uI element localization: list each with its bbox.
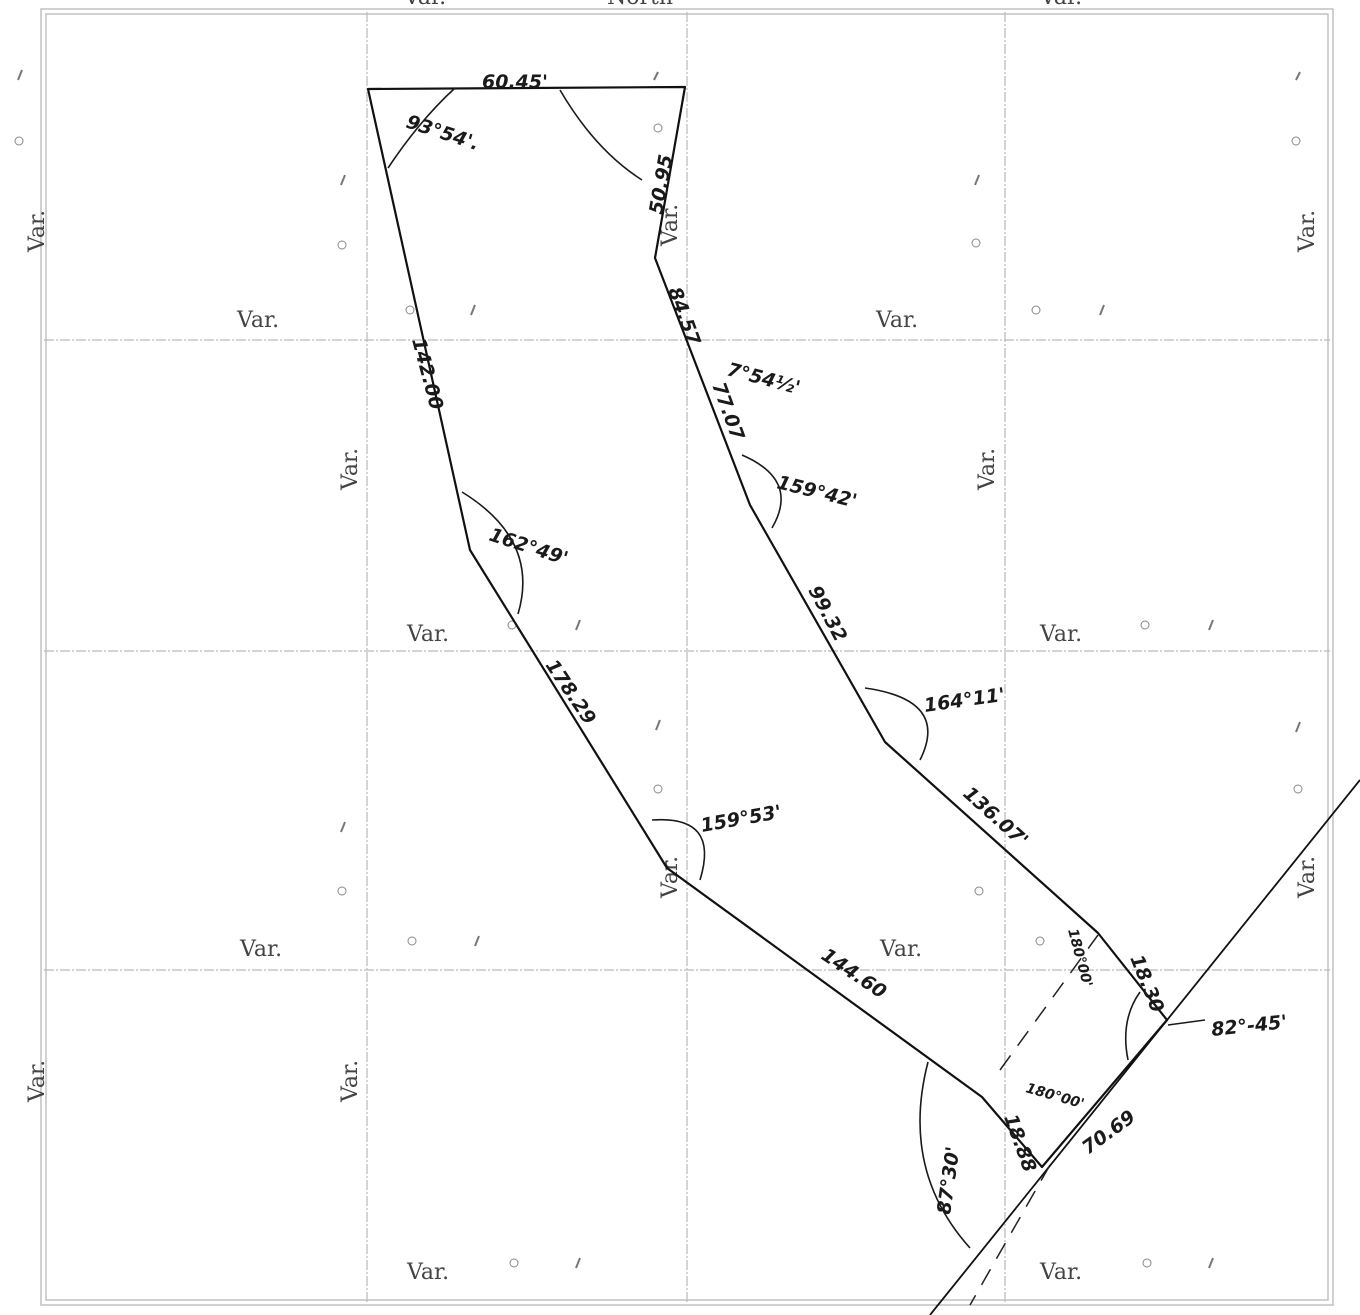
ref-circle: [653, 784, 663, 794]
grid-label-var: Var.: [406, 1260, 449, 1285]
angle-arc-west-1: [461, 491, 524, 615]
angle-arc-east-1: [741, 454, 782, 529]
ref-tick: [655, 719, 661, 731]
ref-tick: [1295, 721, 1301, 733]
ref-tick: [1208, 1257, 1214, 1269]
angle-se-corner-b: 180°00': [1024, 1080, 1086, 1112]
angle-east-bend-3: 164°11': [923, 684, 1007, 717]
angle-arc-east-2: [864, 687, 929, 761]
ref-circle: [337, 240, 347, 250]
angle-leader: [1167, 1019, 1206, 1026]
ref-tick: [340, 174, 346, 186]
ref-tick: [575, 1257, 581, 1269]
ref-circle: [405, 305, 415, 315]
angle-east-bend-2: 159°42': [775, 472, 859, 513]
ref-tick: [974, 174, 980, 186]
ref-circle: [1293, 784, 1303, 794]
angle-west-bend-1: 162°49': [486, 524, 570, 570]
ref-tick: [653, 71, 659, 81]
ref-circle: [971, 238, 981, 248]
plot-boundary: [366, 85, 1169, 1169]
grid-label-var-vertical: Var.: [338, 1060, 363, 1103]
angle-west-bend-2: 159°53': [699, 801, 783, 837]
printed-labels: Var. North Var. Var. Var. Var. Var. Var.…: [25, 0, 1320, 1285]
angle-arc-ne: [559, 89, 643, 181]
grid-label-var: Var.: [875, 308, 918, 333]
ref-circle: [337, 886, 347, 896]
dimension-west-middle: 178.29: [541, 655, 600, 728]
dimension-north-side: 60.45': [482, 71, 548, 93]
top-label-var-left: Var.: [403, 0, 446, 10]
angle-east-bend-1: 7°54½': [725, 359, 803, 400]
ref-circle: [1142, 1258, 1152, 1268]
sheet-outer-border: [40, 8, 1334, 1306]
ref-circle: [1140, 620, 1150, 630]
angle-nw-corner: 93°54'.: [403, 111, 482, 155]
ref-tick: [1295, 71, 1301, 81]
ref-tick: [470, 304, 476, 316]
dashed-projection: [969, 1164, 1051, 1306]
grid-label-var-vertical: Var.: [25, 210, 50, 253]
ref-tick: [575, 619, 581, 631]
grid-label-var: Var.: [879, 937, 922, 962]
angle-se-corner-a: 180°00': [1064, 927, 1095, 989]
angle-arcs: [387, 87, 1206, 1249]
grid-label-var: Var.: [1039, 622, 1082, 647]
angle-arc-road-2: [919, 1061, 971, 1249]
angle-road-1: 82°-45': [1210, 1011, 1288, 1041]
dimension-west-upper: 142.00: [407, 336, 447, 413]
ref-circle: [653, 123, 663, 133]
angle-arc-west-2: [651, 818, 706, 881]
ref-tick: [1099, 304, 1105, 316]
grid-label-var: Var.: [1039, 1260, 1082, 1285]
ref-circle: [1031, 305, 1041, 315]
top-label-var-right: Var.: [1039, 0, 1082, 10]
angle-arc-road-1: [1124, 991, 1141, 1061]
ref-circle: [509, 1258, 519, 1268]
ref-tick: [474, 935, 480, 947]
grid-label-var-vertical: Var.: [25, 1060, 50, 1103]
top-label-north: North: [607, 0, 673, 10]
ref-tick: [17, 69, 23, 81]
grid-label-var: Var.: [236, 308, 279, 333]
angle-labels: 93°54'. 7°54½' 159°42' 162°49' 164°11' 1…: [403, 111, 1288, 1216]
ref-circle: [407, 936, 417, 946]
ref-tick: [1208, 619, 1214, 631]
grid-label-var-vertical: Var.: [338, 448, 363, 491]
grid-label-var-vertical: Var.: [975, 448, 1000, 491]
ref-circle: [1291, 136, 1301, 146]
grid-label-var-vertical: Var.: [1295, 856, 1320, 899]
dimension-east-upper-1: 84.57: [663, 284, 704, 349]
grid: [40, 8, 1334, 1306]
grid-label-var: Var.: [239, 937, 282, 962]
grid-label-var: Var.: [406, 622, 449, 647]
reference-marks: [14, 69, 1303, 1269]
ref-tick: [340, 821, 346, 833]
ref-circle: [14, 136, 24, 146]
ref-circle: [974, 886, 984, 896]
grid-label-var-vertical: Var.: [1295, 210, 1320, 253]
angle-road-2: 87°30': [933, 1145, 964, 1216]
ref-circle: [1035, 936, 1045, 946]
angle-arc-nw: [387, 87, 456, 169]
